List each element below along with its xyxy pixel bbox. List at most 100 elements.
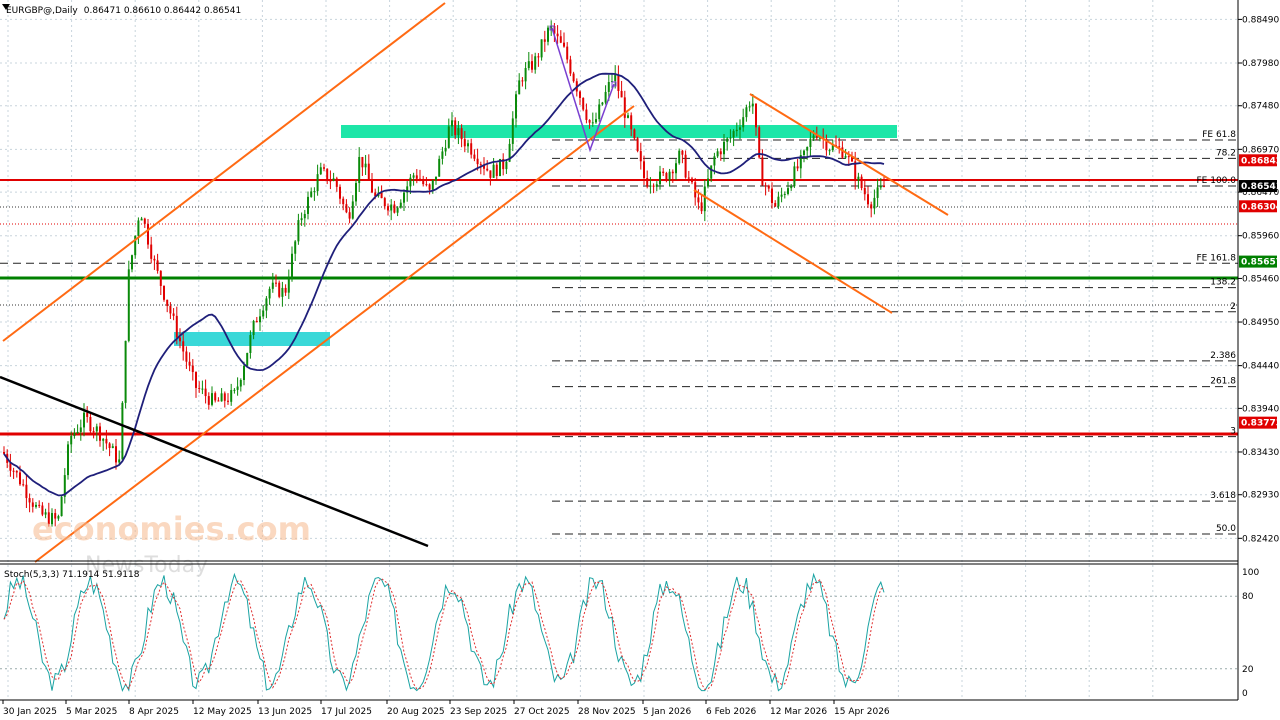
- candle-body: [73, 432, 76, 437]
- time-tick-label: 8 Apr 2025: [129, 707, 179, 717]
- candle-body: [723, 141, 725, 155]
- candle-body: [735, 129, 738, 132]
- candle-body: [127, 269, 130, 341]
- candle-body: [665, 173, 668, 181]
- candle-body: [755, 103, 757, 128]
- candle-body: [415, 175, 418, 179]
- candle-body: [620, 90, 623, 98]
- candle-body: [543, 39, 546, 42]
- candle-body: [697, 197, 700, 203]
- candle-body: [598, 104, 601, 120]
- candle-body: [278, 282, 281, 297]
- price-tick-label: 0.88490: [1242, 15, 1279, 25]
- candle-body: [159, 270, 162, 286]
- candle-body: [751, 103, 754, 107]
- candle-body: [643, 161, 645, 178]
- candle-body: [588, 119, 591, 123]
- candle-body: [844, 156, 847, 158]
- candle-body: [41, 505, 44, 515]
- price-axis[interactable]: 0.88490 0.87980 0.87480 0.86970 0.86470 0.859…: [1238, 15, 1279, 544]
- candle-body: [265, 298, 268, 311]
- price-tick-label: 0.83430: [1242, 448, 1279, 458]
- candle-body: [601, 102, 604, 105]
- candle-body: [451, 120, 453, 127]
- candle-body: [387, 206, 389, 211]
- candle-body: [60, 496, 63, 517]
- candle-body: [863, 188, 866, 195]
- fib-label: 138.2: [1210, 278, 1236, 288]
- candle-body: [684, 154, 687, 178]
- candle-body: [428, 184, 431, 190]
- candle-body: [508, 143, 511, 162]
- candle-body: [806, 147, 809, 151]
- candle-body: [550, 26, 553, 28]
- candle-body: [873, 197, 876, 209]
- candle-body: [540, 39, 543, 58]
- candle-body: [780, 194, 783, 197]
- candle-body: [719, 151, 722, 155]
- candle-body: [300, 218, 303, 221]
- candle-body: [531, 61, 533, 70]
- candle-body: [771, 188, 773, 204]
- candle-body: [831, 145, 834, 151]
- candle-body: [383, 198, 386, 207]
- candle-body: [713, 156, 716, 166]
- candle-body: [3, 451, 5, 454]
- candle-body: [44, 512, 47, 515]
- candle-body: [310, 191, 313, 197]
- price-tick-label: 0.84950: [1242, 318, 1279, 328]
- time-axis[interactable]: 30 Jan 2025 5 Mar 2025 8 Apr 2025 12 May 20…: [2, 700, 890, 717]
- candle-body: [15, 470, 18, 473]
- candle-body: [473, 154, 476, 159]
- price-tick-label: 0.83940: [1242, 404, 1279, 414]
- candle-body: [9, 462, 12, 471]
- candle-body: [102, 438, 105, 441]
- candle-body: [457, 128, 460, 136]
- candle-body: [614, 74, 617, 82]
- wave-point: [549, 25, 555, 31]
- candle-body: [198, 387, 201, 389]
- candle-body: [431, 180, 434, 190]
- candle-body: [63, 475, 66, 497]
- candle-body: [630, 115, 633, 130]
- candle-body: [153, 258, 156, 261]
- candle-body: [857, 176, 860, 181]
- candle-body: [351, 201, 354, 219]
- candle-body: [527, 61, 530, 69]
- stoch-tick-label: 0: [1242, 689, 1248, 699]
- price-tick-label: 0.86470: [1242, 188, 1279, 198]
- candle-body: [639, 151, 642, 162]
- candle-body: [659, 171, 661, 185]
- candle-body: [732, 131, 735, 138]
- candle-body: [380, 192, 383, 199]
- candle-body: [252, 320, 255, 336]
- candle-body: [262, 310, 265, 317]
- candle-body: [54, 513, 57, 519]
- candle-body: [83, 412, 85, 428]
- candle-body: [463, 139, 466, 147]
- candle-body: [879, 185, 882, 188]
- time-tick-label: 27 Oct 2025: [514, 707, 570, 717]
- candle-body: [179, 337, 181, 342]
- candle-body: [47, 512, 50, 525]
- candle-body: [329, 180, 332, 182]
- candlestick-series: [3, 20, 885, 527]
- candle-body: [281, 287, 284, 297]
- candle-body: [652, 185, 655, 187]
- candle-body: [636, 138, 639, 152]
- candle-body: [582, 97, 585, 110]
- candle-body: [521, 80, 524, 82]
- candle-body: [86, 412, 89, 417]
- candle-body: [374, 192, 377, 197]
- candle-body: [803, 150, 805, 155]
- time-tick-label: 12 May 2025: [193, 707, 252, 717]
- candle-body: [627, 115, 629, 118]
- candle-body: [339, 186, 341, 199]
- candle-body: [108, 443, 111, 449]
- price-tag: 0.83773: [1239, 416, 1280, 429]
- candle-body: [95, 426, 98, 432]
- candle-body: [134, 235, 137, 256]
- time-tick-label: 28 Nov 2025: [578, 707, 636, 717]
- candle-body: [111, 446, 114, 449]
